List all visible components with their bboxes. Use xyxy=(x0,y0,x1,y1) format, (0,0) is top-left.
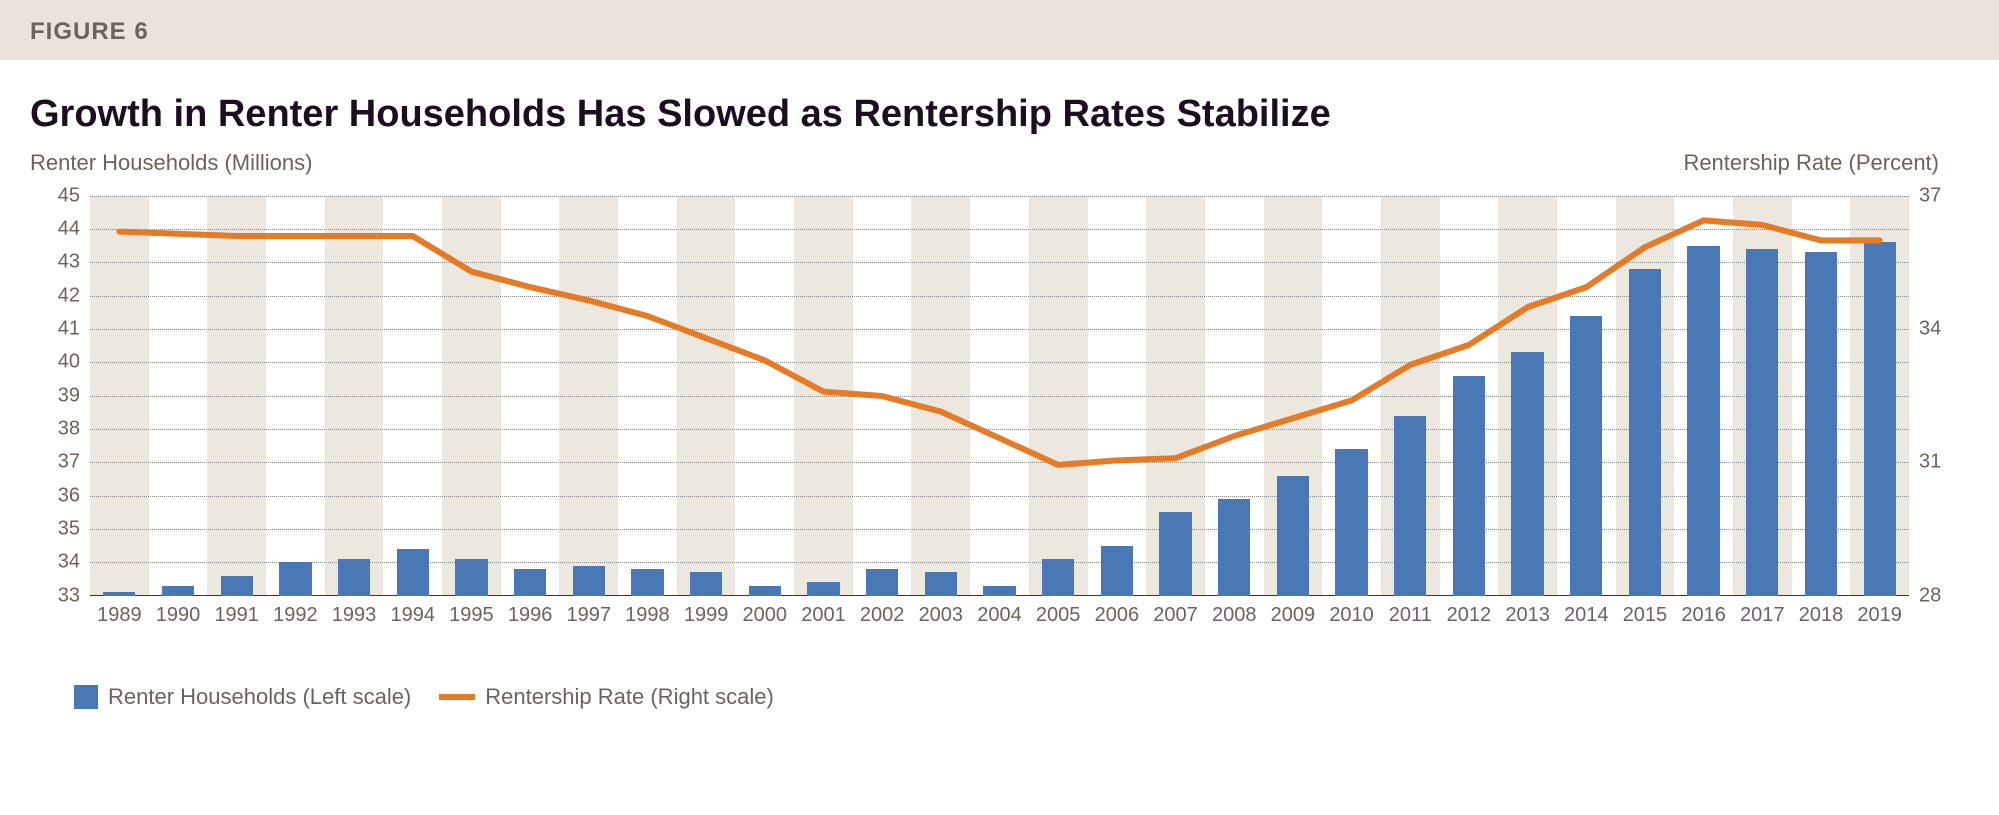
x-tick-label: 1992 xyxy=(273,604,318,627)
y-tick-left: 38 xyxy=(30,417,80,440)
y-tick-left: 44 xyxy=(30,217,80,240)
y-axis-left-label: Renter Households (Millions) xyxy=(30,150,312,176)
y-tick-right: 28 xyxy=(1919,584,1969,607)
legend: Renter Households (Left scale) Rentershi… xyxy=(0,656,1999,728)
x-tick-label: 2008 xyxy=(1212,604,1257,627)
y-tick-left: 42 xyxy=(30,284,80,307)
x-tick-label: 2002 xyxy=(860,604,905,627)
y-tick-left: 33 xyxy=(30,584,80,607)
y-tick-left: 36 xyxy=(30,484,80,507)
y-tick-left: 37 xyxy=(30,451,80,474)
y-tick-right: 34 xyxy=(1919,317,1969,340)
x-tick-label: 1999 xyxy=(684,604,729,627)
x-tick-label: 2009 xyxy=(1271,604,1316,627)
x-tick-label: 1995 xyxy=(449,604,494,627)
y-tick-left: 34 xyxy=(30,551,80,574)
figure-label-bar: FIGURE 6 xyxy=(0,0,1999,60)
x-tick-label: 2016 xyxy=(1681,604,1726,627)
x-tick-label: 2012 xyxy=(1447,604,1492,627)
x-tick-label: 1996 xyxy=(508,604,553,627)
chart-title: Growth in Renter Households Has Slowed a… xyxy=(30,92,1969,138)
x-tick-label: 2013 xyxy=(1505,604,1550,627)
x-tick-label: 1997 xyxy=(567,604,612,627)
x-tick-label: 2003 xyxy=(919,604,964,627)
x-tick-label: 2019 xyxy=(1857,604,1902,627)
y-tick-left: 40 xyxy=(30,351,80,374)
x-tick-label: 1998 xyxy=(625,604,670,627)
y-tick-right: 37 xyxy=(1919,184,1969,207)
y-tick-left: 35 xyxy=(30,517,80,540)
x-tick-label: 2001 xyxy=(801,604,846,627)
y-tick-right: 31 xyxy=(1919,451,1969,474)
x-tick-label: 2011 xyxy=(1389,604,1432,627)
y-axis-right-label: Rentership Rate (Percent) xyxy=(1683,150,1939,176)
trend-line xyxy=(90,196,1909,596)
chart-outer: 33343536373839404142434445 28313437 1989… xyxy=(0,196,1999,656)
x-tick-label: 2018 xyxy=(1799,604,1844,627)
plot-area xyxy=(90,196,1909,596)
y-tick-left: 39 xyxy=(30,384,80,407)
x-axis-labels: 1989 1990 1991 1992 1993 1994 1995 1996 1997 1998… xyxy=(90,598,1909,636)
legend-item-line: Rentership Rate (Right scale) xyxy=(439,684,774,710)
x-tick-label: 2000 xyxy=(743,604,788,627)
x-tick-label: 2010 xyxy=(1329,604,1374,627)
y-tick-left: 43 xyxy=(30,251,80,274)
y-tick-left: 45 xyxy=(30,184,80,207)
axis-label-row: Renter Households (Millions) Rentership … xyxy=(30,150,1969,176)
y-axis-left-ticks: 33343536373839404142434445 xyxy=(30,196,80,596)
y-axis-right-ticks: 28313437 xyxy=(1919,196,1969,596)
x-tick-label: 2006 xyxy=(1095,604,1140,627)
x-tick-label: 2015 xyxy=(1623,604,1668,627)
x-tick-label: 2017 xyxy=(1740,604,1785,627)
x-tick-label: 1991 xyxy=(214,604,259,627)
title-block: Growth in Renter Households Has Slowed a… xyxy=(0,60,1999,176)
x-tick-label: 2004 xyxy=(977,604,1022,627)
legend-item-bars: Renter Households (Left scale) xyxy=(74,684,411,710)
x-tick-label: 2005 xyxy=(1036,604,1081,627)
x-tick-label: 1989 xyxy=(97,604,142,627)
bar-swatch-icon xyxy=(74,685,98,709)
legend-bars-label: Renter Households (Left scale) xyxy=(108,684,411,710)
figure-label: FIGURE 6 xyxy=(30,18,149,45)
x-tick-label: 1990 xyxy=(156,604,201,627)
chart-box: 33343536373839404142434445 28313437 1989… xyxy=(30,196,1969,656)
x-tick-label: 2014 xyxy=(1564,604,1609,627)
legend-line-label: Rentership Rate (Right scale) xyxy=(485,684,774,710)
x-tick-label: 1993 xyxy=(332,604,377,627)
line-swatch-icon xyxy=(439,694,475,700)
x-tick-label: 2007 xyxy=(1153,604,1198,627)
figure-6: FIGURE 6 Growth in Renter Households Has… xyxy=(0,0,1999,728)
y-tick-left: 41 xyxy=(30,317,80,340)
x-tick-label: 1994 xyxy=(390,604,435,627)
